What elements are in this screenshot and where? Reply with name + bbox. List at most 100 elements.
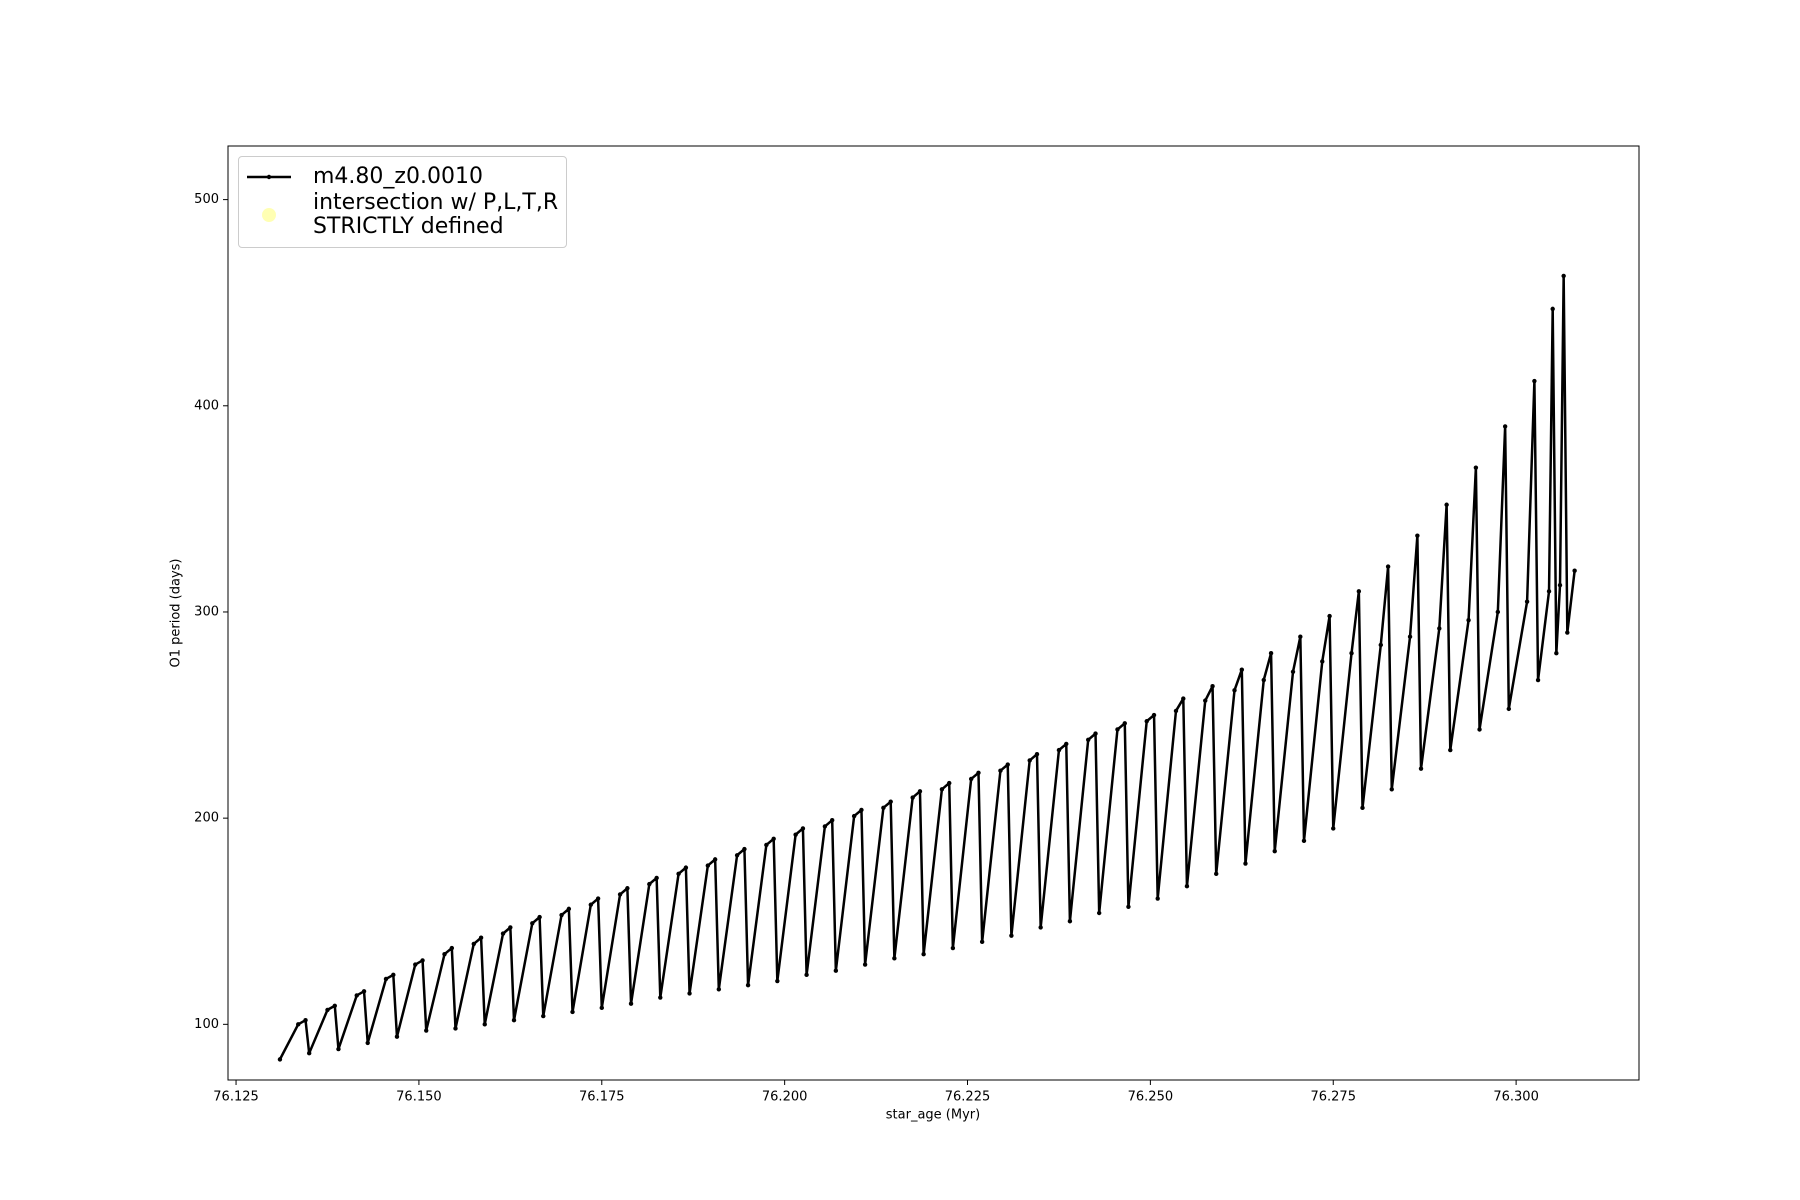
legend-entry: intersection w/ P,L,T,R STRICTLY defined [247, 191, 558, 239]
data-point [1550, 306, 1555, 312]
data-point [1572, 568, 1577, 573]
x-tick-label: 76.125 [213, 1090, 259, 1105]
data-point [1115, 727, 1120, 732]
legend-label: m4.80_z0.0010 [313, 164, 483, 189]
data-point [862, 962, 868, 967]
data-point [764, 842, 769, 848]
data-point [745, 982, 751, 988]
plot-frame [227, 145, 1640, 1081]
data-point [1290, 669, 1296, 674]
data-point [508, 925, 513, 930]
legend-marker [262, 208, 276, 222]
data-point [336, 1046, 341, 1052]
data-point [588, 902, 594, 907]
data-point [851, 813, 857, 819]
data-point [947, 780, 952, 786]
data-point [829, 818, 835, 823]
data-point [1268, 651, 1274, 656]
data-point [976, 770, 981, 775]
data-point [424, 1028, 429, 1033]
data-point [1546, 589, 1552, 594]
data-point [892, 956, 897, 961]
data-point [1298, 634, 1303, 639]
y-tick-label: 200 [194, 811, 219, 826]
data-point [1415, 533, 1420, 538]
data-point [442, 952, 447, 957]
data-point [1243, 861, 1248, 866]
data-point [775, 978, 780, 984]
data-point [676, 871, 681, 877]
data-point [716, 987, 722, 992]
x-tick-label: 76.175 [579, 1090, 625, 1105]
data-point [1184, 883, 1190, 889]
data-point [1554, 651, 1559, 656]
data-point [1005, 762, 1010, 767]
data-point [1477, 727, 1482, 732]
data-point [658, 995, 663, 1000]
data-point [654, 875, 659, 881]
data-point [325, 1007, 330, 1013]
data-point [1093, 731, 1098, 736]
data-point [511, 1018, 517, 1023]
data-point [1444, 502, 1449, 507]
data-point [1067, 919, 1073, 924]
y-tick-label: 300 [194, 604, 219, 619]
data-point [859, 807, 864, 813]
data-point [1144, 719, 1149, 724]
data-point [1214, 871, 1219, 877]
data-point [599, 1005, 604, 1011]
data-point [559, 912, 564, 918]
data-point [705, 863, 711, 868]
legend-marker [266, 174, 272, 180]
data-point [500, 931, 506, 936]
data-point [453, 1026, 458, 1031]
data-point [950, 945, 956, 951]
data-point [1122, 721, 1127, 726]
data-point [1210, 683, 1215, 689]
data-point [628, 1001, 634, 1006]
y-tick-label: 500 [194, 192, 219, 207]
data-point [1034, 752, 1040, 757]
data-point [833, 968, 839, 973]
data-point [1056, 747, 1062, 753]
data-point [413, 962, 418, 967]
data-point [1038, 925, 1043, 930]
data-point [910, 795, 915, 800]
data-point [1535, 677, 1541, 683]
data-point [968, 776, 974, 782]
data-point [303, 1018, 308, 1023]
data-point [332, 1003, 337, 1008]
data-point [979, 939, 985, 945]
data-point [1126, 904, 1131, 910]
data-point [1173, 708, 1179, 714]
x-tick-label: 76.300 [1493, 1090, 1539, 1105]
data-point [1565, 630, 1570, 635]
data-point [1086, 737, 1091, 743]
data-point [800, 826, 806, 831]
data-point [998, 768, 1003, 773]
data-point [1356, 589, 1362, 594]
data-point [1506, 706, 1511, 712]
legend-key [247, 174, 291, 180]
data-point [881, 805, 886, 811]
x-tick-label: 76.200 [762, 1090, 808, 1105]
data-point [1407, 634, 1413, 639]
data-point [1524, 599, 1530, 604]
data-point [888, 799, 893, 804]
data-point [420, 958, 425, 963]
data-point [1027, 758, 1032, 763]
data-point [391, 972, 396, 978]
x-tick-label: 76.275 [1310, 1090, 1356, 1105]
data-point [449, 945, 455, 951]
data-point [742, 846, 747, 852]
data-point [1561, 273, 1566, 279]
data-point [1155, 896, 1160, 901]
data-point [482, 1022, 487, 1027]
data-point [471, 941, 476, 947]
data-point [1437, 626, 1442, 631]
x-tick-label: 76.150 [396, 1090, 442, 1105]
data-point [939, 787, 945, 792]
x-tick-label: 76.250 [1128, 1090, 1174, 1105]
data-point [566, 906, 572, 912]
